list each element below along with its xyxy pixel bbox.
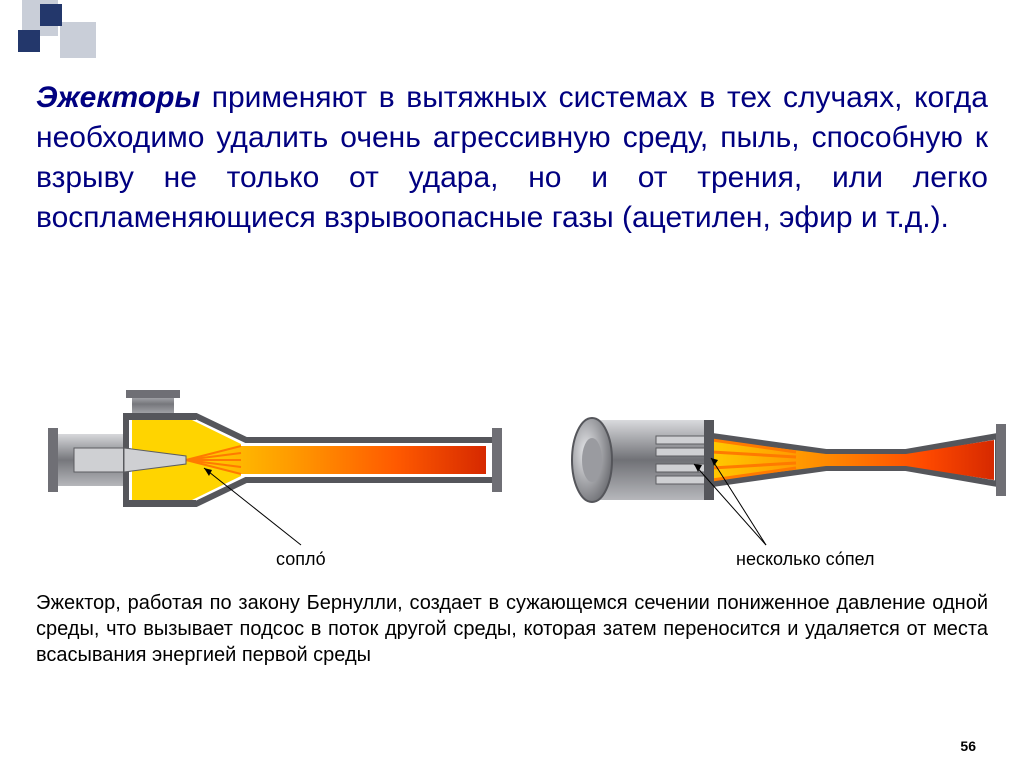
deco-square (60, 22, 96, 58)
corner-decoration (0, 0, 140, 60)
lead-term: Эжекторы (36, 81, 200, 114)
ejector-single-svg (36, 390, 506, 530)
page-number: 56 (960, 738, 976, 754)
deco-square (40, 4, 62, 26)
deco-square (18, 30, 40, 52)
ejector-multi-svg (546, 390, 1016, 530)
label-multi: несколько со́пел (736, 549, 875, 570)
ejector-multi: несколько со́пел (546, 390, 1016, 570)
main-paragraph: Эжекторы применяют в вытяжных системах в… (36, 78, 988, 238)
ejector-single: сопло́ (36, 390, 506, 570)
bottom-paragraph: Эжектор, работая по закону Бернулли, соз… (36, 590, 988, 668)
label-single: сопло́ (276, 549, 326, 570)
diagram-row: сопло́ (36, 390, 988, 570)
